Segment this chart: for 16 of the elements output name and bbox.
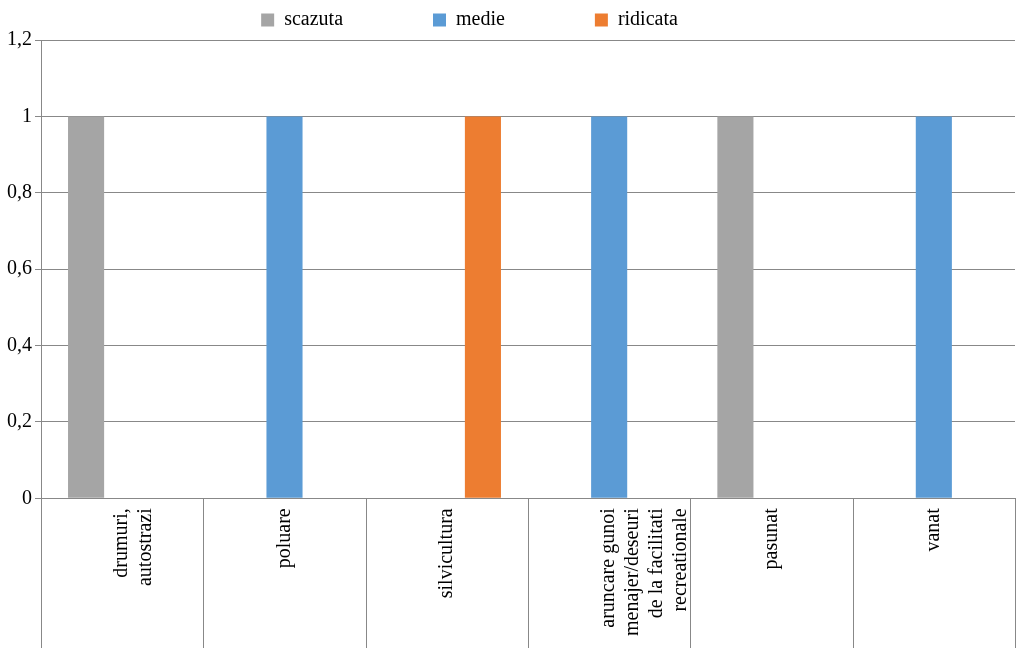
- x-tick-label: poluare: [271, 508, 295, 569]
- x-tick-label: drumuri, autostrazi: [109, 507, 156, 587]
- y-tick-label: 0,6: [7, 256, 32, 279]
- legend-label: ridicata: [617, 7, 758, 30]
- x-tick-label: pasunat: [758, 507, 782, 570]
- x-tick-label: silvicultura: [434, 508, 457, 599]
- x-tick-label: vanat: [921, 507, 944, 552]
- legend-label: scazuta: [284, 7, 424, 30]
- y-tick-label: 0,4: [7, 332, 32, 355]
- y-tick-label: 1,2: [7, 27, 32, 50]
- y-tick-label: 1: [22, 103, 32, 126]
- y-tick-label: 0,2: [7, 409, 32, 432]
- y-tick-label: 0,8: [7, 180, 32, 203]
- y-tick-label: 0: [22, 485, 32, 508]
- x-tick-label: aruncare gunoi menajer/deseuri de la facilitati recreationale: [596, 507, 691, 636]
- legend-label: medie: [456, 7, 585, 30]
